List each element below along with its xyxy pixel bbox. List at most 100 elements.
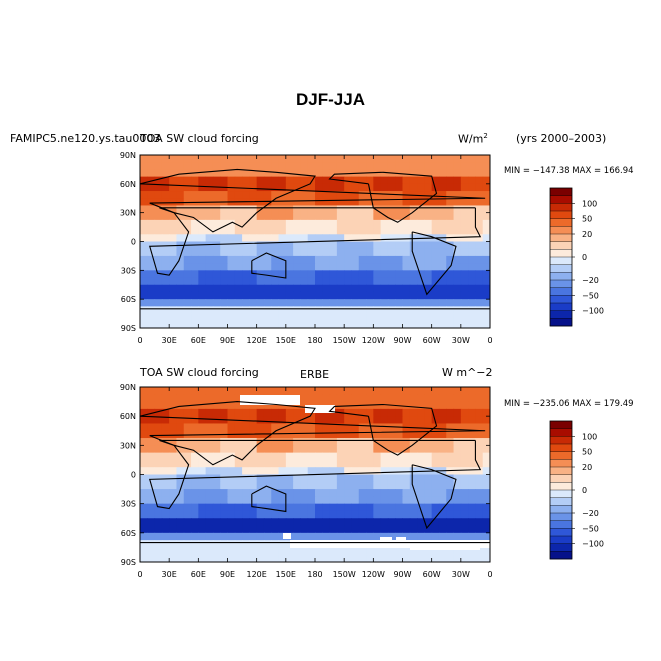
map-cell [366, 438, 374, 446]
map-cell [417, 408, 425, 417]
map-cell [373, 263, 382, 271]
map-cell [271, 445, 280, 454]
map-cell [387, 320, 396, 328]
map-cell [161, 510, 170, 519]
map-cell [482, 205, 490, 214]
map-cell [358, 291, 367, 300]
map-cell [482, 467, 490, 475]
map-cell [307, 554, 316, 562]
map-cell [154, 227, 163, 235]
map-cell [344, 554, 352, 562]
map-cell [234, 191, 243, 199]
map-cell [154, 183, 163, 192]
map-cell [475, 270, 484, 279]
map-cell [417, 219, 425, 228]
map-cell [307, 459, 316, 468]
map-cell [380, 205, 389, 214]
map-cell [431, 198, 440, 206]
map-cell [147, 320, 156, 328]
map-cell [446, 198, 455, 206]
map-cell [380, 169, 389, 178]
map-cell [446, 299, 455, 307]
map-cell [351, 155, 360, 163]
map-cell [417, 284, 425, 293]
map-cell [176, 387, 185, 395]
map-cell [329, 198, 338, 206]
map-cell [351, 445, 360, 454]
map-cell [242, 205, 250, 214]
map-cell [358, 408, 367, 417]
map-cell [424, 416, 433, 424]
map-cell [380, 445, 389, 454]
map-cell [285, 241, 294, 250]
map-cell [358, 183, 367, 192]
map-cell [315, 416, 323, 424]
map-cell [446, 320, 455, 328]
map-cell [431, 481, 440, 490]
map-cell [300, 299, 309, 307]
map-cell [402, 467, 411, 475]
map-cell [373, 313, 382, 322]
map-cell [161, 169, 170, 178]
map-cell [198, 169, 207, 178]
map-cell [402, 489, 411, 497]
map-cell [344, 270, 352, 279]
map-cell [453, 169, 462, 178]
map-cell [205, 503, 214, 512]
map-cell [358, 438, 367, 446]
map-cell [322, 198, 331, 206]
map-cell [227, 532, 236, 541]
map-cell [380, 525, 389, 534]
map-cell [336, 248, 345, 257]
map-cell [358, 430, 367, 439]
map-cell [198, 547, 207, 556]
map-cell [212, 481, 221, 490]
map-cell [380, 198, 389, 206]
map-cell [344, 394, 352, 403]
map-cell [402, 255, 411, 264]
map-cell [227, 489, 236, 497]
map-cell [468, 299, 476, 307]
map-cell [263, 155, 272, 163]
map-cell [227, 459, 236, 468]
map-cell [424, 394, 433, 403]
map-cell [387, 474, 396, 483]
map-cell [373, 320, 382, 328]
map-cell [344, 489, 352, 497]
map-cell [351, 510, 360, 519]
map-cell [446, 169, 455, 178]
map-cell [358, 241, 367, 250]
map-cell [191, 518, 199, 527]
map-cell [161, 481, 170, 490]
map-cell [431, 474, 440, 483]
map-cell [161, 263, 170, 271]
map-cell [468, 459, 476, 468]
map-cell [387, 176, 396, 185]
map-cell [227, 219, 236, 228]
map-cell [307, 162, 316, 170]
map-cell [373, 277, 382, 286]
map-cell [278, 162, 287, 170]
map-cell [438, 162, 447, 170]
map-cell [446, 270, 455, 279]
map-cell [402, 176, 411, 185]
map-cell [154, 401, 163, 410]
map-cell [169, 212, 177, 221]
map-cell [256, 547, 265, 556]
map-cell [249, 155, 258, 163]
map-cell [147, 489, 156, 497]
map-cell [438, 176, 447, 185]
map-cell [387, 452, 396, 461]
map-cell [161, 183, 170, 192]
map-cell [395, 248, 403, 257]
map-cell [191, 452, 199, 461]
x-tick-label: 30E [162, 336, 177, 345]
map-cell [191, 205, 199, 214]
map-cell [453, 162, 462, 170]
map-cell [169, 162, 177, 170]
map-cell [263, 525, 272, 534]
map-cell [212, 306, 221, 315]
map-cell [140, 284, 148, 293]
map-cell [205, 445, 214, 454]
map-cell [161, 518, 170, 527]
